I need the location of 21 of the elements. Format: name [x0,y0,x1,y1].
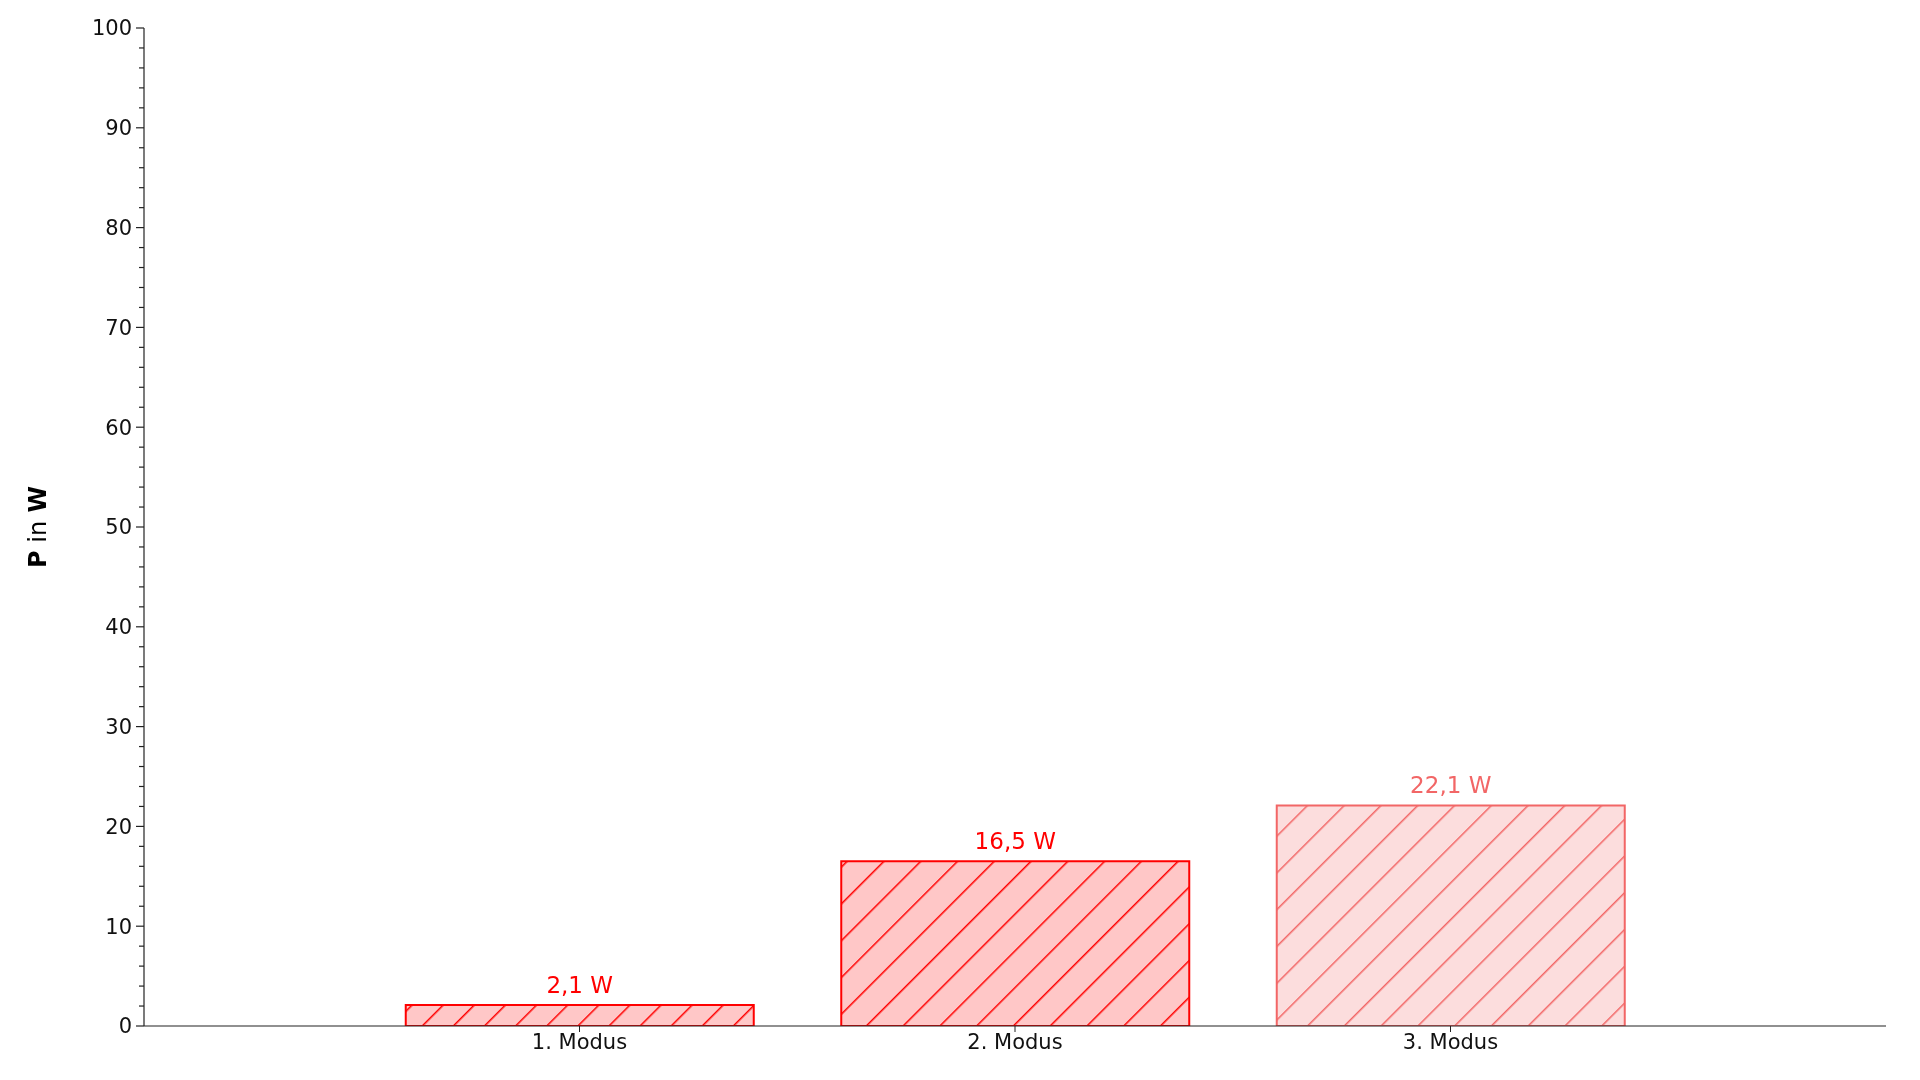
x-tick-label: 3. Modus [1402,1029,1499,1054]
bar [404,1004,755,1026]
x-tick-label: 1. Modus [531,1029,628,1054]
y-tick-label: 100 [91,16,132,41]
y-tick-label: 10 [105,914,132,939]
y-tick-label: 70 [105,315,132,340]
y-tick-label: 0 [118,1014,132,1039]
data-label: 2,1 W [546,972,614,999]
y-tick-label: 90 [105,116,132,141]
x-tick-label: 2. Modus [967,1029,1063,1054]
y-tick-label: 30 [105,714,132,739]
data-label: 16,5 W [974,828,1056,855]
bar [1275,804,1626,1026]
y-tick-label: 20 [105,814,132,839]
bar [840,860,1191,1026]
y-tick-label: 60 [105,415,132,440]
y-tick-label: 40 [105,615,132,640]
y-tick-label: 50 [105,515,132,540]
y-axis-title: P in W [24,486,52,568]
data-label: 22,1 W [1410,772,1492,799]
y-tick-label: 80 [105,215,132,240]
